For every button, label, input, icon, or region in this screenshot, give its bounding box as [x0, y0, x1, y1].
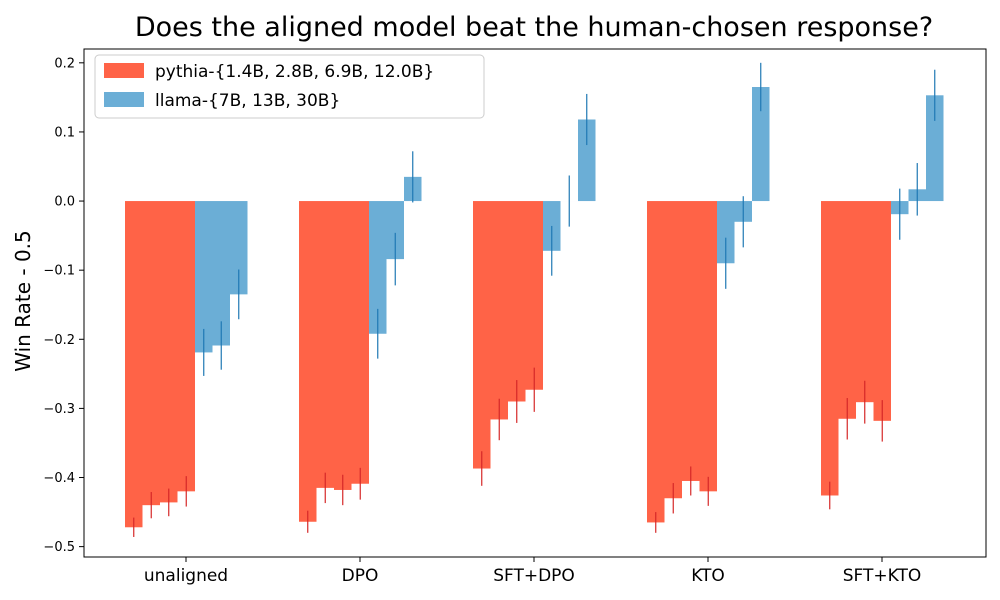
y-axis: 0.2 0.1 0.0 −0.1 −0.2 −0.3 −0.4 −0.5 [43, 56, 84, 555]
y-tick-label: 0.0 [54, 195, 75, 210]
bar-sft-kto-pythia-2 [838, 201, 856, 419]
bar-dpo-pythia-2 [316, 201, 334, 488]
bar-sft-dpo-pythia-2 [490, 201, 508, 420]
bar-dpo-pythia-4 [351, 201, 369, 484]
y-tick-label: −0.4 [43, 471, 75, 486]
x-tick-label-sft-kto: SFT+KTO [843, 566, 922, 586]
plot-frame [83, 48, 987, 558]
bars-layer [125, 87, 944, 528]
y-axis-label: Win Rate - 0.5 [11, 230, 35, 372]
y-tick-label: −0.5 [43, 540, 75, 555]
bar-sft-dpo-llama-3 [578, 119, 596, 202]
x-tick-label-dpo: DPO [342, 566, 379, 586]
bar-kto-llama-1 [717, 201, 735, 264]
bar-unaligned-llama-1 [195, 201, 213, 353]
bar-kto-pythia-3 [682, 201, 700, 481]
x-tick-label-sft-dpo: SFT+DPO [493, 566, 575, 586]
bar-sft-dpo-pythia-4 [525, 201, 543, 390]
x-tick-label-unaligned: unaligned [144, 566, 228, 586]
bar-dpo-pythia-1 [299, 201, 317, 522]
legend-swatch-pythia [104, 63, 144, 78]
bar-sft-kto-pythia-3 [856, 201, 874, 403]
bar-unaligned-llama-3 [230, 201, 248, 295]
y-tick-label: 0.2 [54, 56, 75, 71]
x-axis: unaligned DPO SFT+DPO KTO SFT+KTO [144, 557, 921, 586]
bar-sft-dpo-pythia-1 [473, 201, 491, 469]
y-tick-label: −0.2 [43, 333, 75, 348]
bar-unaligned-pythia-3 [160, 201, 178, 503]
y-tick-label: −0.1 [43, 264, 75, 279]
bar-unaligned-pythia-1 [125, 201, 143, 528]
bar-unaligned-pythia-2 [142, 201, 160, 506]
bar-kto-pythia-2 [664, 201, 682, 499]
y-tick-label: −0.3 [43, 402, 75, 417]
x-tick-label-kto: KTO [691, 566, 725, 586]
bar-dpo-llama-2 [386, 201, 404, 260]
legend-frame [94, 54, 485, 119]
legend: pythia-{1.4B, 2.8B, 6.9B, 12.0B} llama-{… [94, 54, 485, 119]
bar-sft-kto-pythia-4 [873, 201, 891, 421]
y-tick-label: 0.1 [54, 125, 75, 140]
bar-kto-pythia-4 [699, 201, 717, 492]
bar-sft-dpo-pythia-3 [508, 201, 526, 402]
legend-swatch-llama [104, 92, 144, 107]
bar-sft-kto-llama-3 [926, 95, 944, 202]
chart-title: Does the aligned model beat the human-ch… [135, 12, 933, 43]
bar-kto-pythia-1 [647, 201, 665, 523]
bar-unaligned-llama-2 [212, 201, 230, 346]
error-bars-layer [133, 62, 936, 537]
bar-dpo-pythia-3 [334, 201, 352, 490]
legend-label-pythia: pythia-{1.4B, 2.8B, 6.9B, 12.0B} [155, 62, 434, 82]
legend-label-llama: llama-{7B, 13B, 30B} [155, 91, 340, 111]
bar-sft-kto-pythia-1 [821, 201, 839, 496]
bar-unaligned-pythia-4 [177, 201, 195, 492]
bar-kto-llama-3 [752, 87, 770, 202]
bar-dpo-llama-1 [369, 201, 387, 334]
